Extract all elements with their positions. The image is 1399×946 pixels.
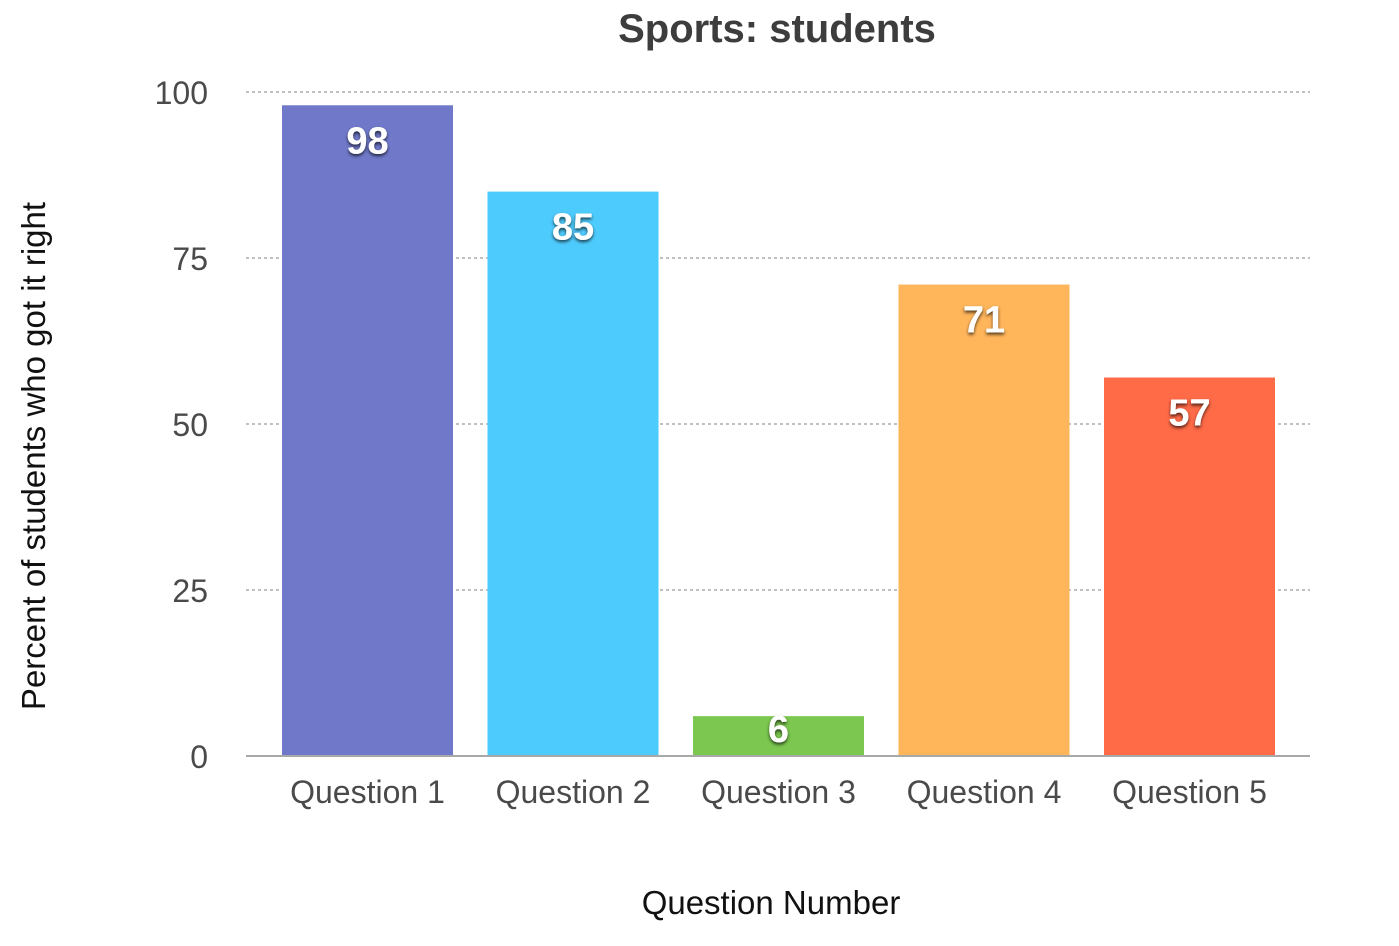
x-tick-label: Question 4 xyxy=(907,774,1062,810)
y-tick-label: 25 xyxy=(172,573,208,609)
y-tick-label: 100 xyxy=(155,75,208,111)
x-axis-ticks: Question 1 Question 2 Question 3 Question 4… xyxy=(290,774,1267,810)
y-axis-title: Percent of students who got it right xyxy=(15,202,52,710)
x-axis-title: Question Number xyxy=(642,884,901,921)
bar xyxy=(1104,377,1275,756)
bar-value-label: 85 xyxy=(552,207,594,249)
bar-value-label: 57 xyxy=(1168,393,1210,435)
x-tick-label: Question 3 xyxy=(701,774,856,810)
chart-title: Sports: students xyxy=(618,7,936,51)
bar-value-label: 98 xyxy=(346,120,388,162)
bars: 98 85 6 71 57 xyxy=(282,105,1275,757)
bar-value-label: 6 xyxy=(768,709,789,751)
y-tick-label: 50 xyxy=(172,407,208,443)
y-tick-label: 75 xyxy=(172,241,208,277)
y-tick-label: 0 xyxy=(190,739,208,775)
bar xyxy=(693,716,864,756)
bar xyxy=(898,284,1070,756)
x-tick-label: Question 1 xyxy=(290,774,445,810)
bar xyxy=(282,105,453,756)
x-tick-label: Question 2 xyxy=(496,774,651,810)
y-axis-ticks: 0 25 50 75 100 xyxy=(155,75,208,775)
bar-value-label: 71 xyxy=(963,300,1005,342)
bar xyxy=(487,191,659,757)
x-tick-label: Question 5 xyxy=(1112,774,1267,810)
